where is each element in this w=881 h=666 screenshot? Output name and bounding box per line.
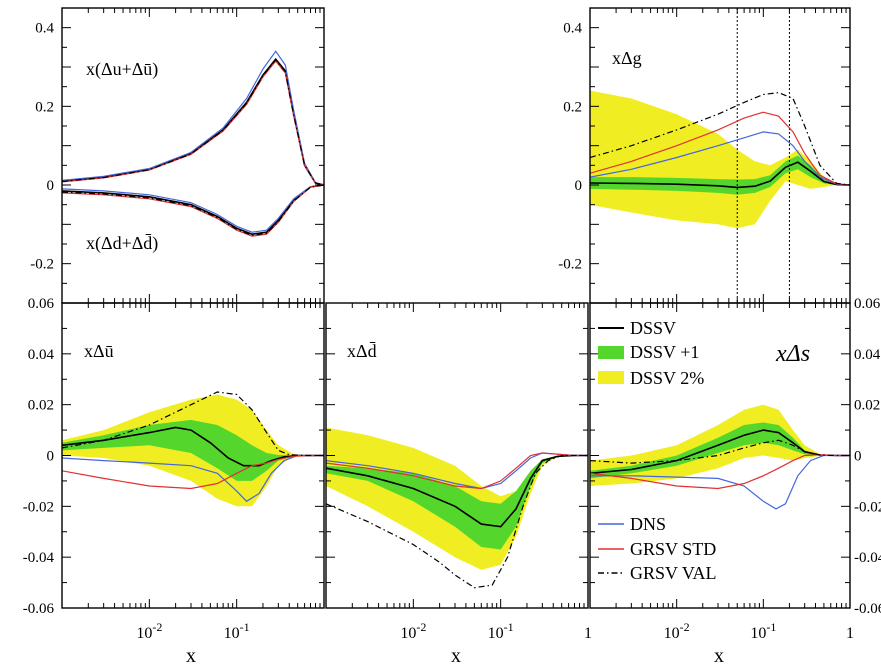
y-tick-label: -0.04 [854,550,881,566]
label-xds: xΔs [775,341,810,367]
y-tick-label: 0.02 [28,398,54,414]
y-tick-label: 0 [575,178,583,194]
series-grsv-std-u [62,60,324,186]
legend-models: DNS GRSV STD GRSV VAL [598,514,717,583]
y-tick-label: 0.4 [35,21,54,37]
error-band-band-plus1 [326,455,588,550]
y-tick-label: -0.02 [23,499,54,515]
plot-area [326,427,588,589]
xaxis-label-left: x [186,645,196,666]
y-tick-label: -0.06 [23,601,55,617]
x-tick-label: 10-1 [224,620,250,642]
x-tick-label: 10-2 [664,620,690,642]
y-tick-label: 0.06 [854,296,881,312]
y-tick-label: 0.06 [28,296,55,312]
panel-bottom-right: 0.06 0.04 0.02 0 -0.02 -0.04 -0.06 10-2 10-1 1 [589,296,881,642]
y-tick-label: -0.2 [30,257,54,273]
series-grsv-val [590,91,850,186]
series-dns-d [62,184,324,233]
series-grsv-std [62,454,324,490]
series-dssv [590,161,850,189]
x-tick-label: 1 [584,625,592,642]
series-dns [590,131,850,186]
y-tick-label: -0.02 [854,499,881,515]
series-dns [62,454,324,503]
series-dssv [62,426,324,467]
panel-top-right: 0.4 0.2 0 -0.2 [558,7,851,304]
x-tick-label: 10-2 [400,620,426,642]
x-tick-label: 10-1 [488,620,514,642]
label-d-plus-dbar: x(Δd+Δd̄) [86,233,158,254]
panel-frame [61,7,325,304]
label-xdubar: xΔū [84,341,114,361]
series-grsv-std [326,452,588,490]
y-tick-label: 0.4 [563,21,582,37]
series-grsv-std [590,454,850,490]
y-tick-label: -0.2 [558,257,582,273]
plot-area [590,8,850,303]
y-tick-label: 0.02 [854,398,880,414]
label-u-plus-ubar: x(Δu+Δū) [86,59,158,80]
plot-area [590,404,850,510]
label-xdg: xΔg [612,48,642,68]
series-grsv-std [590,111,850,186]
x-tick-label: 10-2 [136,620,162,642]
y-tick-label: -0.04 [23,550,55,566]
legend-label-2pct: DSSV 2% [630,368,704,388]
legend: DSSV DSSV +1 DSSV 2% [598,318,704,388]
y-tick-label: 0.04 [28,347,55,363]
legend-label-dns: DNS [630,514,666,534]
legend-label-grsv-val: GRSV VAL [630,563,717,583]
panel-top-left: 0.4 0.2 0 -0.2 [30,7,325,304]
legend-label-plus1: DSSV +1 [630,342,699,362]
panel-bottom-left: 0.06 0.04 0.02 0 -0.02 -0.04 -0.06 10-2 10-1 [23,296,325,642]
legend-label-dssv: DSSV [630,318,676,338]
y-tick-label: 0.2 [563,99,582,115]
legend-swatch-2pct [598,371,624,384]
y-tick-label: 0 [47,178,55,194]
legend-label-grsv-std: GRSV STD [630,539,716,559]
panel-bottom-middle: 10-2 10-1 1 [325,302,592,642]
error-band-band-2pct [590,90,850,229]
series-grsv-val [326,454,588,589]
y-tick-label: 0.04 [854,347,881,363]
series-grsv-val-d [62,184,324,236]
xaxis-label-middle: x [451,645,461,666]
x-tick-label: 1 [846,625,854,642]
xaxis-label-right: x [714,645,724,666]
y-tick-label: -0.06 [854,601,881,617]
series-dns [590,454,850,510]
y-tick-label: 0 [854,449,862,465]
error-band-band-plus1 [590,155,850,195]
x-tick-label: 10-1 [750,620,776,642]
series-grsv-val [62,391,324,457]
label-xddbar: xΔd̄ [347,341,377,361]
plot-area [62,391,324,507]
legend-swatch-plus1 [598,346,624,359]
plot-area [62,50,324,237]
y-tick-label: 0.2 [35,99,54,115]
y-tick-label: 0 [47,449,55,465]
